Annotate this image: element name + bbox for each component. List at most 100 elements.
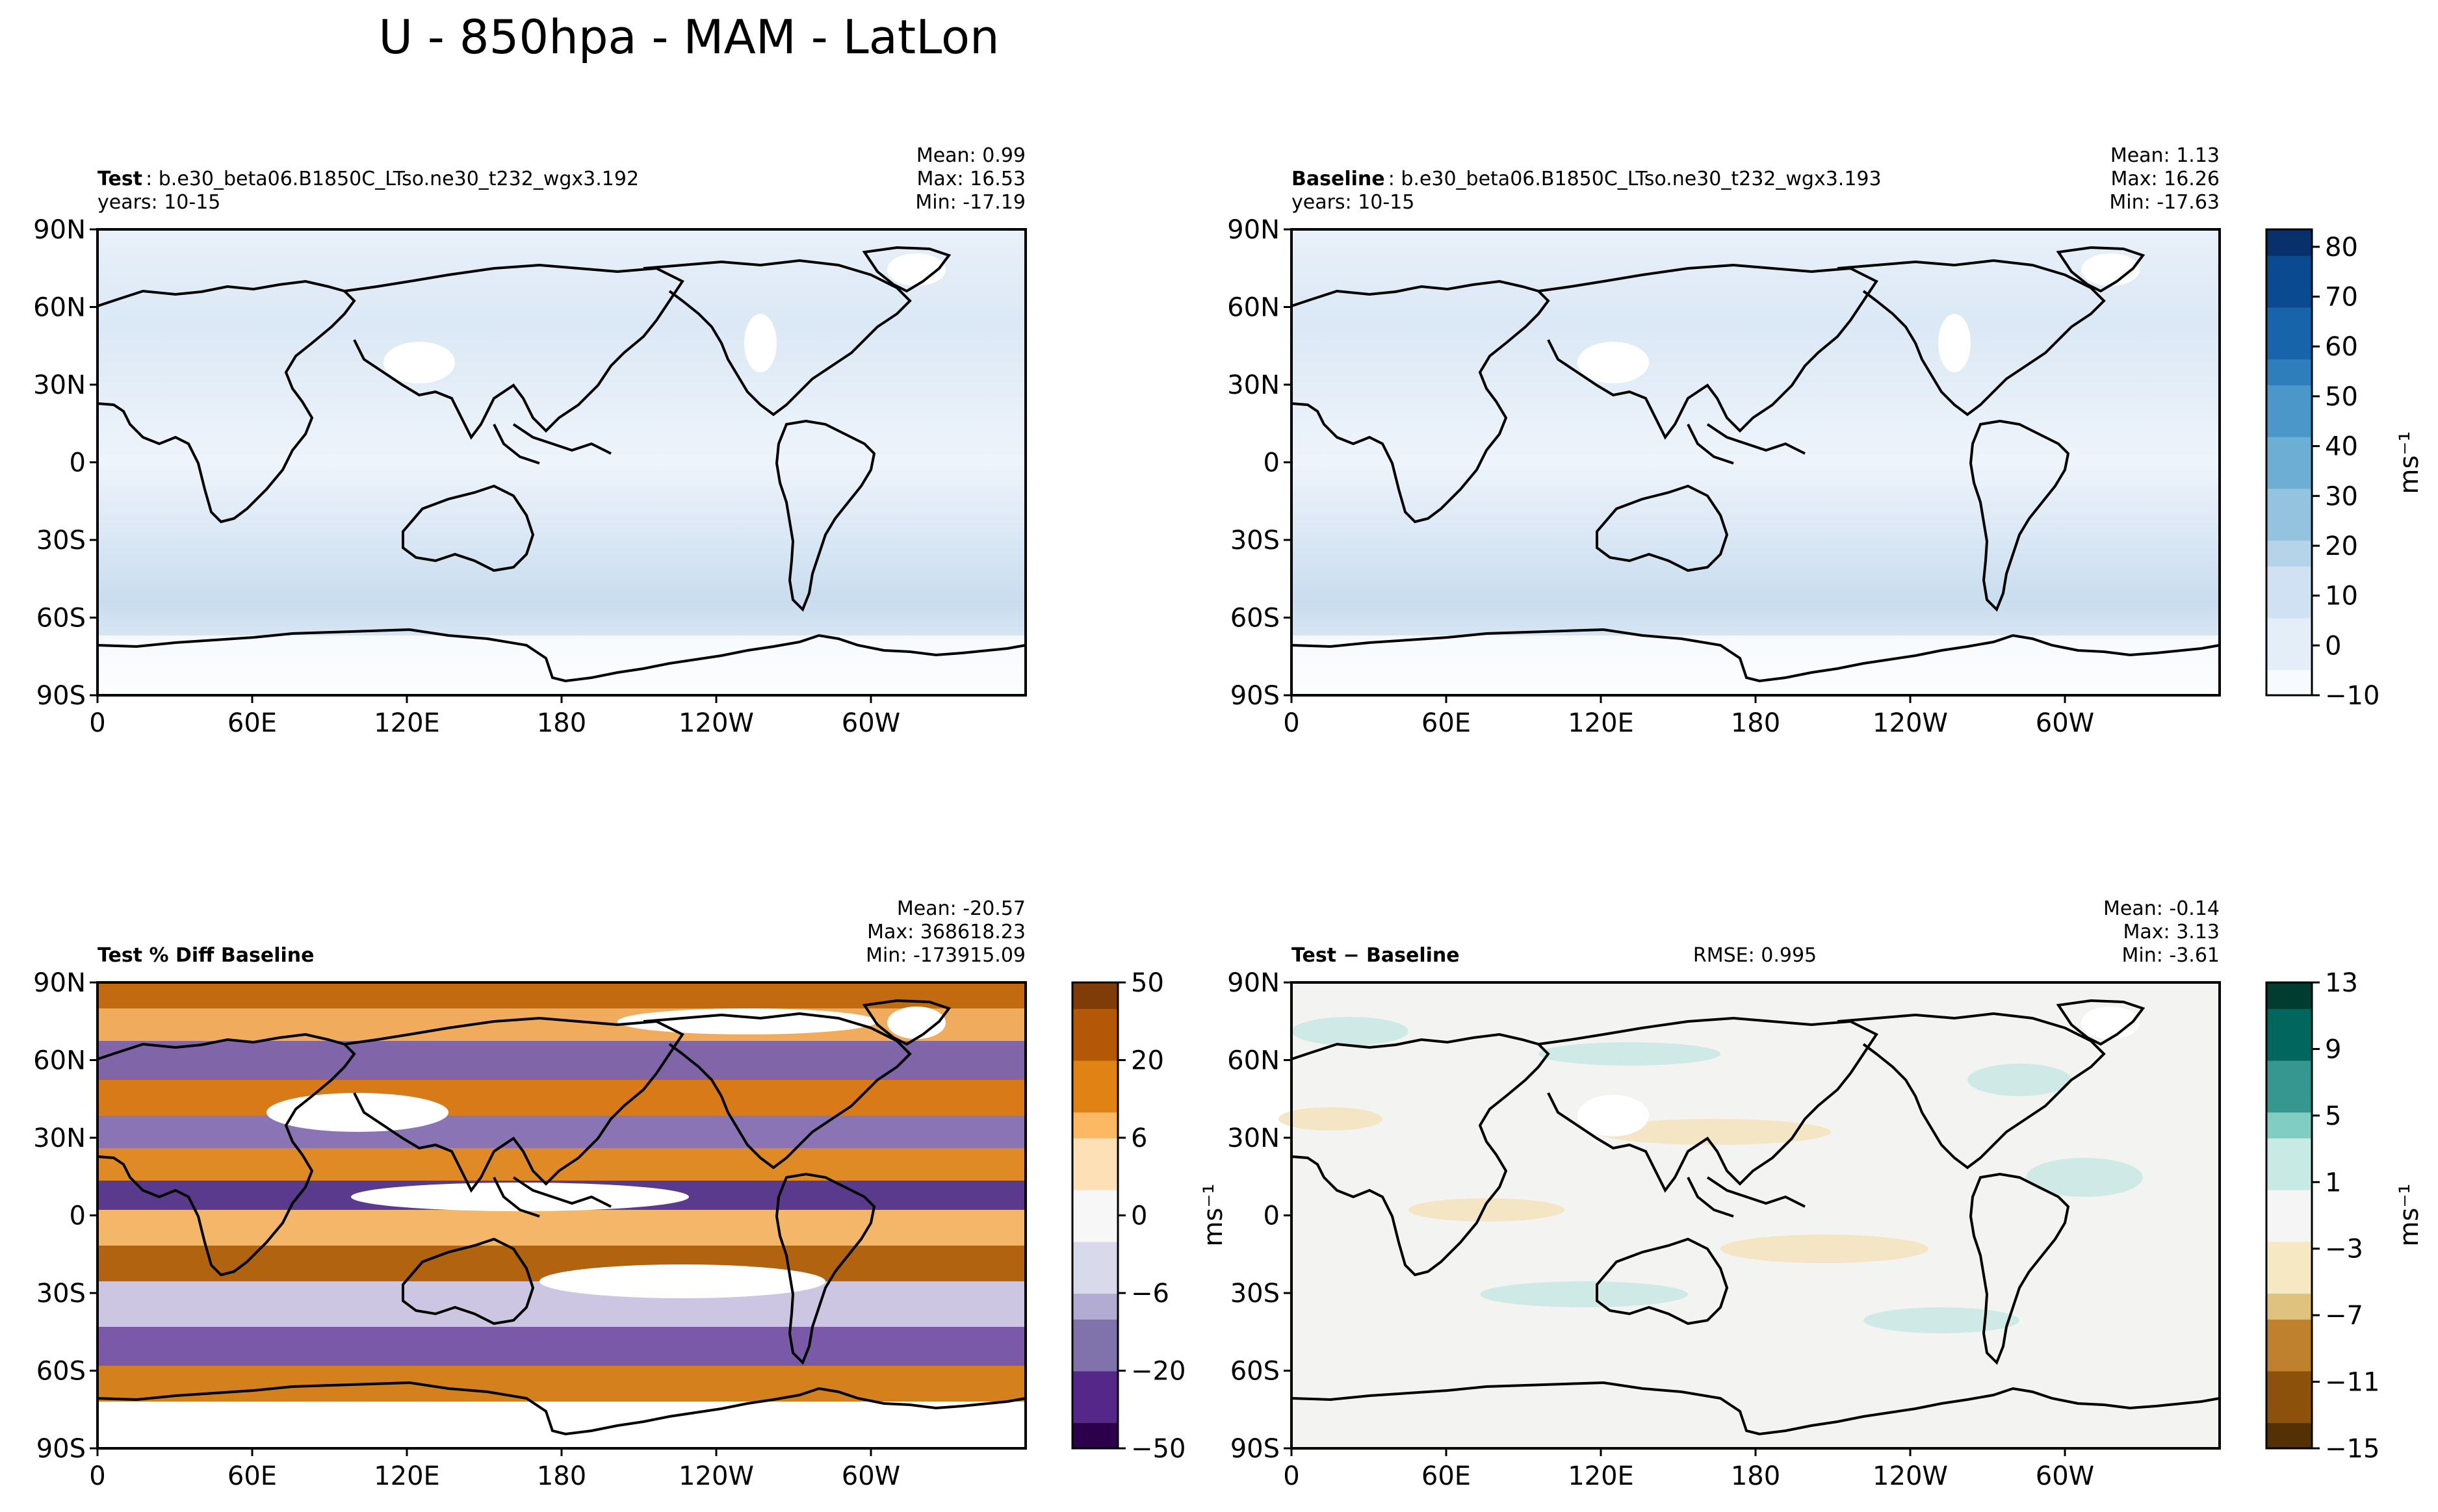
diff-patch-8 bbox=[2026, 1158, 2143, 1197]
lon-tick-label: 120E bbox=[1568, 1461, 1634, 1491]
map-test-field bbox=[97, 229, 1026, 695]
lon-tick-label: 0 bbox=[1283, 708, 1299, 738]
colorbar-tick-label: 0 bbox=[2325, 631, 2341, 661]
lat-tick-label: 30N bbox=[1227, 370, 1280, 400]
lat-tick-label: 0 bbox=[1264, 1201, 1280, 1231]
colorbar-tick-label: −7 bbox=[2325, 1301, 2363, 1331]
colorbar-segment bbox=[1072, 1344, 1118, 1372]
lon-tick-label: 120W bbox=[679, 708, 754, 738]
map-baseline-field bbox=[1291, 229, 2220, 695]
lat-tick-label: 90N bbox=[33, 215, 86, 245]
colorbar-segment bbox=[2266, 333, 2312, 360]
colorbar-segment bbox=[1072, 1138, 1118, 1164]
lon-tick-label: 60E bbox=[227, 1461, 277, 1491]
colorbar-tick-label: −6 bbox=[1131, 1279, 1169, 1309]
lat-tick-label: 90N bbox=[33, 968, 86, 998]
map-test bbox=[96, 228, 1027, 697]
colorbar-segment bbox=[2266, 1396, 2312, 1424]
map-test-highland-patch bbox=[383, 342, 455, 383]
colorbar-tick-label: 9 bbox=[2325, 1034, 2341, 1064]
diff-patch-3 bbox=[1967, 1064, 2071, 1096]
lon-tick-label: 60W bbox=[842, 1461, 900, 1491]
diff-patch-11 bbox=[1577, 1095, 1649, 1136]
lat-tick-label: 60N bbox=[33, 293, 86, 323]
colorbar-segment bbox=[2266, 1293, 2312, 1320]
colorbar-tick-label: 30 bbox=[2325, 481, 2358, 511]
map-baseline-antarctic-patch bbox=[1291, 635, 2220, 695]
colorbar-tick-label: 13 bbox=[2325, 968, 2358, 998]
colorbar-puor: 50 20 6 0 −6 −20 −50 bbox=[1071, 968, 1186, 1464]
panel-test-years: years: 10-15 bbox=[97, 191, 220, 214]
lat-tick-label: 60S bbox=[36, 604, 86, 634]
map-test-rockies-patch bbox=[744, 314, 777, 372]
colorbar-tick-label: −50 bbox=[1131, 1434, 1186, 1464]
lat-tick-label: 0 bbox=[70, 448, 86, 478]
panel-test-mean: Mean: 0.99 bbox=[916, 144, 1026, 167]
panel-diff: Mean: -0.14 Max: 3.13 Min: -3.61 Test − … bbox=[1227, 897, 2424, 1491]
diff-patch-1 bbox=[1291, 1017, 1408, 1045]
band-3 bbox=[97, 1041, 1026, 1080]
lat-tick-label: 60S bbox=[1230, 604, 1280, 634]
colorbar-segment bbox=[1072, 1034, 1118, 1061]
panel-pctdiff-label: Test % Diff Baseline bbox=[97, 944, 315, 967]
panel-diff-mean: Mean: -0.14 bbox=[2103, 897, 2220, 920]
colorbar-segment bbox=[2266, 1189, 2312, 1216]
lon-tick-label: 60E bbox=[1421, 708, 1471, 738]
colorbar-puor-unit: ms⁻¹ bbox=[1199, 1184, 1228, 1247]
gap-2 bbox=[351, 1183, 689, 1211]
map-baseline-greenland-patch bbox=[2081, 253, 2140, 286]
lat-tick-label: 90S bbox=[36, 681, 86, 711]
colorbar-tick-label: 1 bbox=[2325, 1168, 2341, 1198]
colorbar-segment bbox=[2266, 1112, 2312, 1138]
colorbar-segment bbox=[1072, 1060, 1118, 1087]
colorbar-tick-label: −15 bbox=[2325, 1434, 2380, 1464]
map-test-antarctic-patch bbox=[97, 635, 1026, 695]
colorbar-frame bbox=[2265, 981, 2313, 1450]
panel-baseline-years: years: 10-15 bbox=[1291, 191, 1414, 214]
lon-tick-label: 0 bbox=[1283, 1461, 1299, 1491]
lat-tick-label: 60N bbox=[33, 1046, 86, 1076]
gap-1 bbox=[266, 1093, 448, 1132]
colorbar-segment bbox=[2266, 1163, 2312, 1190]
colorbar-segment bbox=[1072, 1163, 1118, 1190]
lon-tick-label: 120E bbox=[374, 1461, 440, 1491]
lon-tick-label: 60W bbox=[842, 708, 900, 738]
colorbar-segment bbox=[1072, 1293, 1118, 1320]
diff-patch-10 bbox=[1863, 1307, 2019, 1333]
lat-tick-label: 90N bbox=[1227, 968, 1280, 998]
colorbar-tick-label: −3 bbox=[2325, 1235, 2363, 1264]
colorbar-segment bbox=[1072, 1112, 1118, 1138]
band-6 bbox=[97, 1148, 1026, 1181]
colorbar-segment bbox=[2266, 1215, 2312, 1242]
colorbar-blues-unit: ms⁻¹ bbox=[2394, 431, 2424, 494]
colorbar-segment bbox=[2266, 617, 2312, 645]
colorbar-tick-label: 70 bbox=[2325, 283, 2358, 313]
map-test-greenland-patch bbox=[887, 253, 946, 286]
panel-baseline-mean: Mean: 1.13 bbox=[2110, 144, 2220, 167]
lat-tick-label: 60S bbox=[36, 1357, 86, 1387]
lat-tick-label: 30N bbox=[33, 1123, 86, 1153]
colorbar-segment bbox=[1072, 982, 1118, 1009]
colorbar-segment bbox=[2266, 229, 2312, 256]
colorbar-tick-label: −10 bbox=[2325, 681, 2380, 711]
colorbar-segment bbox=[2266, 1422, 2312, 1449]
panel-diff-label: Test − Baseline bbox=[1291, 944, 1460, 967]
lon-tick-label: 180 bbox=[1731, 1461, 1780, 1491]
colorbar-segment bbox=[1072, 1318, 1118, 1346]
colorbar-tick-label: 20 bbox=[1131, 1046, 1164, 1076]
band-1 bbox=[97, 982, 1026, 1008]
colorbar-tick-label: 40 bbox=[2325, 432, 2358, 462]
map-diff bbox=[1278, 981, 2221, 1450]
colorbar-segment bbox=[1072, 1008, 1118, 1035]
panel-test-max: Max: 16.53 bbox=[916, 168, 1026, 190]
lon-tick-label: 120W bbox=[1873, 1461, 1948, 1491]
lat-tick-label: 30N bbox=[1227, 1123, 1280, 1153]
colorbar-segment bbox=[2266, 488, 2312, 515]
band-11 bbox=[97, 1327, 1026, 1366]
lon-tick-label: 120W bbox=[679, 1461, 754, 1491]
lon-tick-label: 0 bbox=[89, 1461, 105, 1491]
colorbar-segment bbox=[2266, 410, 2312, 437]
panel-baseline-min: Min: -17.63 bbox=[2109, 191, 2220, 214]
colorbar-segment bbox=[1072, 1215, 1118, 1242]
